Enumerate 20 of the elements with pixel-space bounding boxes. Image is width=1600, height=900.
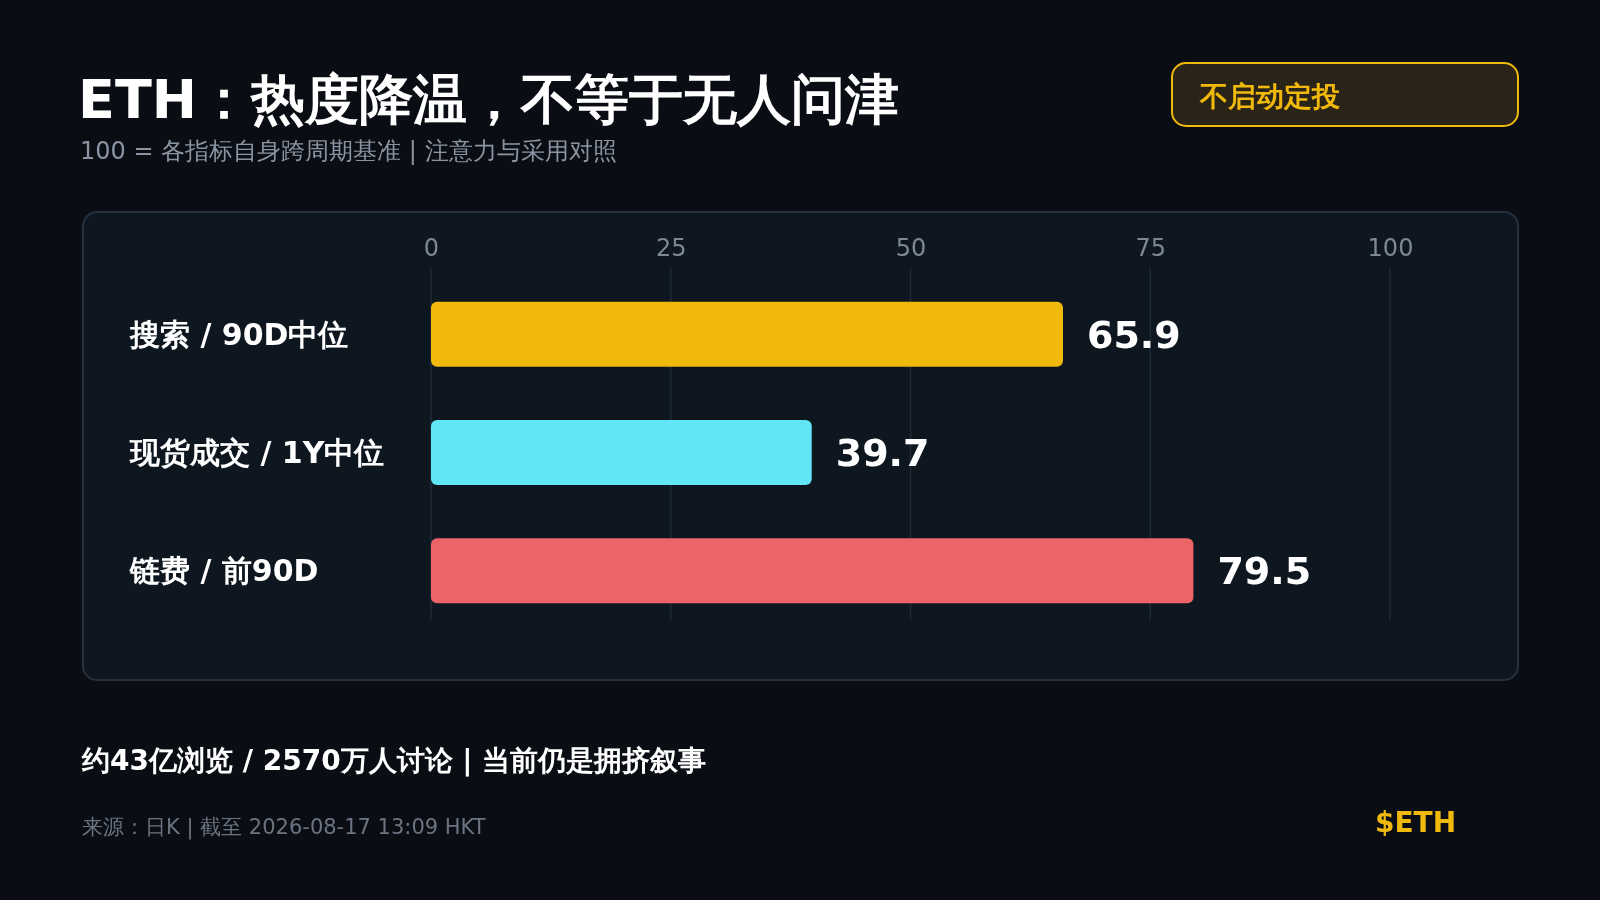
text: 不启动定投	[1199, 80, 1340, 113]
x-tick-label: 0	[423, 234, 440, 262]
x-tick-label: 75	[1135, 234, 1167, 262]
chart-title: ETH：热度降温，不等于无人问津	[78, 68, 899, 131]
y-tick-label: 现货成交 / 1Y中位	[129, 435, 385, 470]
x-tick-label: 25	[655, 234, 687, 262]
y-tick-label: 搜索 / 90D中位	[129, 316, 349, 352]
source-note: 来源：日K | 截至 2026-08-17 13:09 HKT	[82, 815, 486, 840]
bar	[431, 420, 812, 485]
data-label: 39.7	[835, 430, 930, 475]
bar	[431, 538, 1194, 604]
data-label: 79.5	[1217, 548, 1312, 593]
text: $ETH	[1375, 806, 1457, 839]
x-tick-label: 100	[1367, 234, 1414, 262]
chart-subtitle: 100 = 各指标自身跨周期基准 | 注意力与采用对照	[80, 137, 617, 165]
y-tick-label: 链费 / 前90D	[129, 553, 319, 589]
data-label: 65.9	[1086, 312, 1181, 357]
bar	[431, 301, 1063, 367]
text: 约43亿浏览 / 2570万人讨论 | 当前仍是拥挤叙事	[81, 744, 707, 777]
x-tick-label: 50	[895, 234, 927, 262]
